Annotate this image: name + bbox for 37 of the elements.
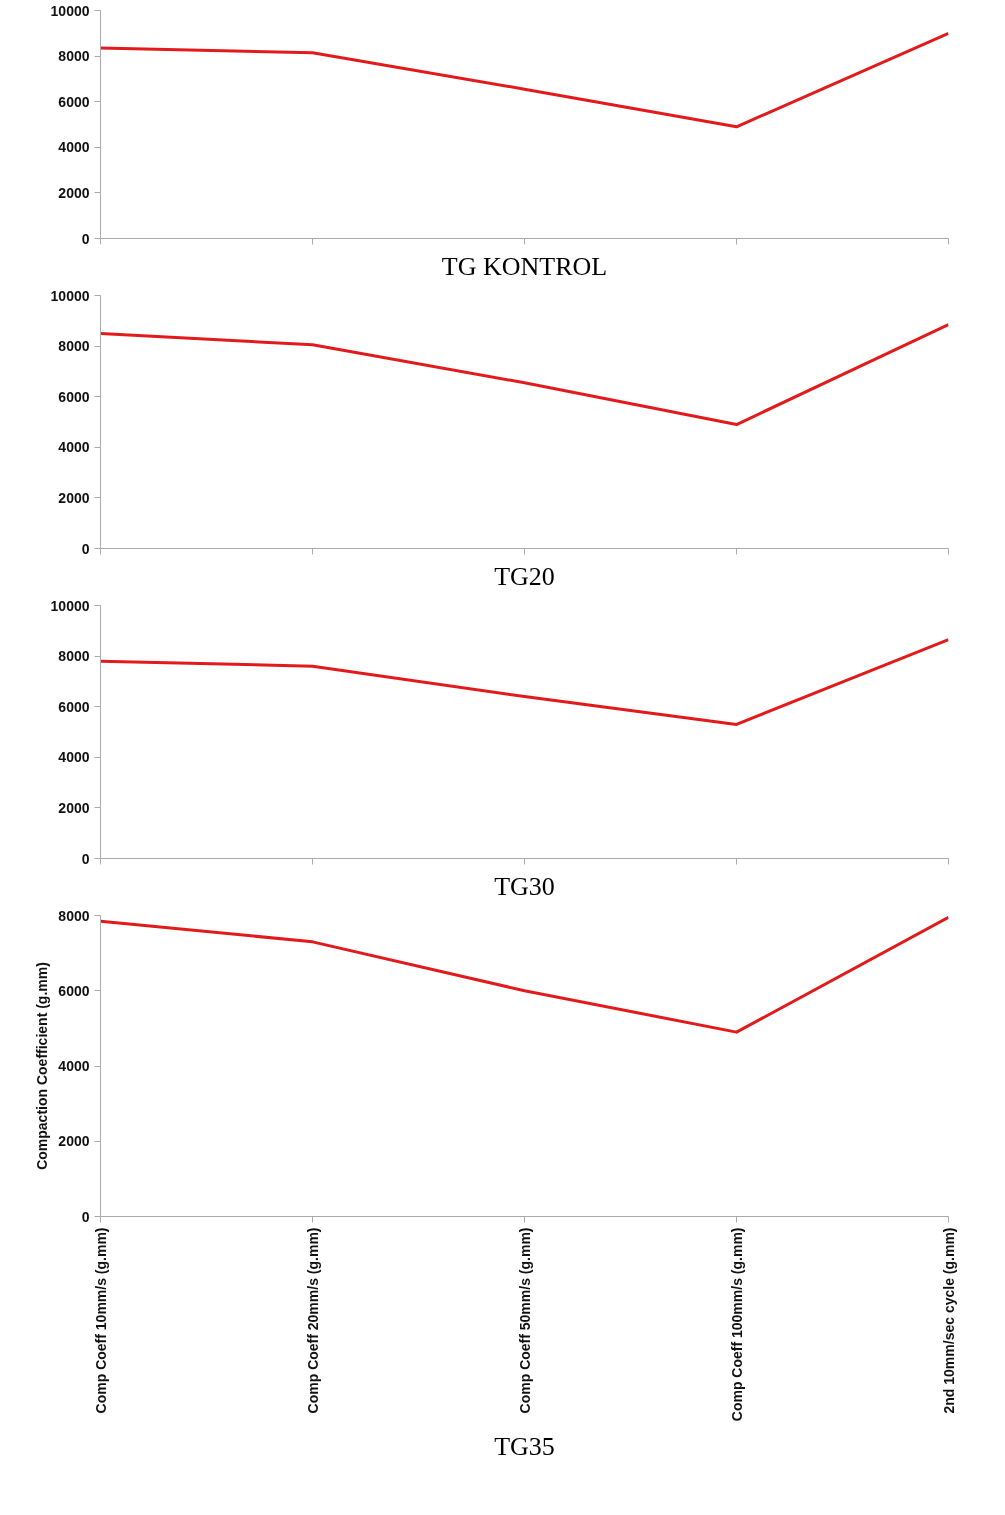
y-tick-label: 6000 xyxy=(58,93,90,110)
x-tick-label: 2nd 10mm/sec cycle (g.mm) xyxy=(940,1227,957,1414)
y-tick-label: 8000 xyxy=(58,907,90,924)
y-tick-label: 8000 xyxy=(58,648,90,665)
y-tick-label: 4000 xyxy=(58,139,90,156)
line-series xyxy=(100,638,949,726)
x-tick-label: Comp Coeff 100mm/s (g.mm) xyxy=(728,1227,745,1422)
y-tick-label: 6000 xyxy=(58,698,90,715)
y-tick-label: 4000 xyxy=(58,1058,90,1074)
text: TG20 xyxy=(494,561,555,591)
y-tick-label: 2000 xyxy=(58,184,90,201)
y-tick-label: 4000 xyxy=(58,749,90,766)
y-tick-label: 4000 xyxy=(58,439,90,456)
y-tick-label: 2000 xyxy=(58,799,90,816)
y-tick-label: 10000 xyxy=(50,2,90,19)
line-series xyxy=(100,323,949,427)
y-tick-label: 2000 xyxy=(58,489,90,506)
y-tick-label: 0 xyxy=(81,1208,90,1225)
y-tick-label: 10000 xyxy=(50,597,90,614)
text: TG KONTROL xyxy=(441,251,608,281)
y-tick-label: 2000 xyxy=(58,1133,90,1150)
y-tick-label: 6000 xyxy=(58,388,90,405)
text: TG30 xyxy=(494,871,555,901)
y-tick-label: 0 xyxy=(81,540,90,557)
x-tick-label: Comp Coeff 10mm/s (g.mm) xyxy=(92,1227,109,1414)
line-series xyxy=(100,915,949,1034)
x-tick-label: Comp Coeff 20mm/s (g.mm) xyxy=(304,1227,321,1414)
y-tick-label: 6000 xyxy=(58,982,90,999)
x-tick-label: Comp Coeff 50mm/s (g.mm) xyxy=(516,1227,533,1414)
y-axis-title: Compaction Coefficient (g.mm) xyxy=(34,962,51,1170)
y-tick-label: 10000 xyxy=(50,287,90,304)
y-tick-label: 0 xyxy=(81,850,90,867)
text: TG35 xyxy=(494,1431,555,1461)
y-tick-label: 8000 xyxy=(58,48,90,65)
y-tick-label: 0 xyxy=(81,230,90,247)
y-tick-label: 8000 xyxy=(58,338,90,355)
line-series xyxy=(100,31,949,129)
